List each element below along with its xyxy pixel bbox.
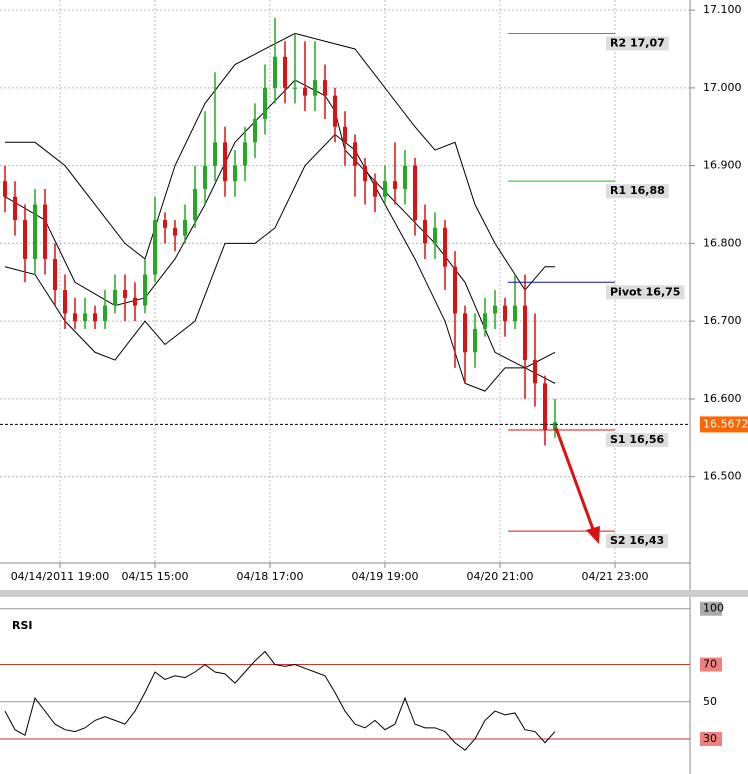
candle-body: [13, 196, 17, 221]
y-tick-label: 17.100: [703, 3, 742, 16]
pivot-label: S1 16,56: [610, 433, 665, 446]
x-tick-label: 04/18 17:00: [237, 570, 304, 583]
y-tick-label: 16.900: [703, 159, 742, 172]
pivot-label: R2 17,07: [610, 36, 665, 49]
candle-body: [293, 87, 297, 89]
candle-body: [83, 313, 87, 322]
candle-body: [223, 142, 227, 182]
candle-body: [63, 290, 67, 314]
y-tick-label: 70: [703, 658, 717, 671]
pivot-label: Pivot 16,75: [610, 285, 680, 298]
candle-body: [123, 290, 127, 298]
pivot-label: R1 16,88: [610, 184, 665, 197]
y-tick-label: 50: [703, 695, 717, 708]
candle-body: [303, 87, 307, 96]
candle-body: [253, 118, 257, 143]
candle-body: [183, 220, 187, 236]
candle-body: [463, 313, 467, 353]
candle-body: [453, 266, 457, 314]
pivot-label-box: [606, 433, 669, 448]
candle-body: [543, 383, 547, 431]
candle-body: [393, 181, 397, 189]
candle-body: [533, 360, 537, 384]
pivot-label-box: [606, 285, 685, 300]
candle-body: [363, 165, 367, 182]
candle-body: [553, 422, 557, 431]
x-tick-label: 04/14/2011 19:00: [11, 570, 110, 583]
candle-body: [333, 95, 337, 127]
candle-body: [383, 181, 387, 197]
rsi-line: [4, 650, 556, 751]
candle-body: [213, 142, 217, 166]
candle-body: [483, 313, 487, 329]
candle-body: [103, 305, 107, 322]
candle-body: [343, 126, 347, 143]
candle-body: [443, 227, 447, 267]
y-tick-label: 30: [703, 732, 717, 745]
candle-body: [73, 313, 77, 322]
tick-box: [700, 601, 722, 616]
x-tick-label: 04/15 15:00: [122, 570, 189, 583]
tick-box: [700, 732, 722, 747]
candle-body: [433, 227, 437, 244]
candle-body: [403, 165, 407, 189]
pivot-label-box: [606, 534, 669, 549]
candle-body: [163, 220, 167, 228]
x-tick-label: 04/19 19:00: [352, 570, 419, 583]
tick-box: [700, 657, 722, 672]
candle-body: [53, 258, 57, 291]
candle-body: [263, 87, 267, 119]
x-tick-label: 04/20 21:00: [467, 570, 534, 583]
candle-body: [273, 56, 277, 88]
y-tick-label: 16.700: [703, 314, 742, 327]
candle-body: [113, 290, 117, 306]
candle-body: [503, 305, 507, 322]
candle-body: [33, 204, 37, 259]
candle-body: [193, 188, 197, 221]
candle-body: [413, 165, 417, 221]
candle-body: [523, 305, 527, 361]
candle-body: [313, 80, 317, 96]
candle-body: [93, 313, 97, 322]
candle-body: [153, 220, 157, 275]
bollinger-band: [4, 133, 556, 392]
candle-body: [373, 181, 377, 197]
candle-body: [3, 181, 7, 197]
candle-body: [473, 328, 477, 353]
candle-body: [323, 80, 327, 96]
last-price-box: [700, 416, 748, 433]
bollinger-band: [4, 79, 556, 384]
candle-body: [203, 165, 207, 189]
pivot-label-box: [606, 36, 669, 51]
pivot-label-box: [606, 184, 669, 199]
candle-body: [513, 305, 517, 322]
forecast-arrow: [554, 427, 600, 544]
x-tick-label: 04/21 23:00: [582, 570, 649, 583]
y-tick-label: 16.600: [703, 392, 742, 405]
y-tick-label: 16.800: [703, 236, 742, 249]
y-tick-label: 16.500: [703, 470, 742, 483]
pivot-label: S2 16,43: [610, 534, 664, 547]
candle-body: [43, 204, 47, 259]
candle-body: [23, 220, 27, 259]
candle-body: [243, 142, 247, 166]
candle-body: [423, 220, 427, 244]
candle-body: [283, 56, 287, 88]
candle-body: [173, 227, 177, 236]
y-tick-label: 17.000: [703, 81, 742, 94]
y-tick-label: 100: [703, 602, 724, 615]
last-price-label: 16.5672: [703, 417, 748, 430]
panel-separator: [0, 590, 748, 597]
candle-body: [143, 274, 147, 306]
candle-body: [133, 297, 137, 306]
candle-body: [353, 142, 357, 166]
bollinger-band: [5, 32, 555, 291]
rsi-title: RSI: [12, 619, 33, 632]
candle-body: [493, 305, 497, 314]
candle-body: [233, 165, 237, 182]
